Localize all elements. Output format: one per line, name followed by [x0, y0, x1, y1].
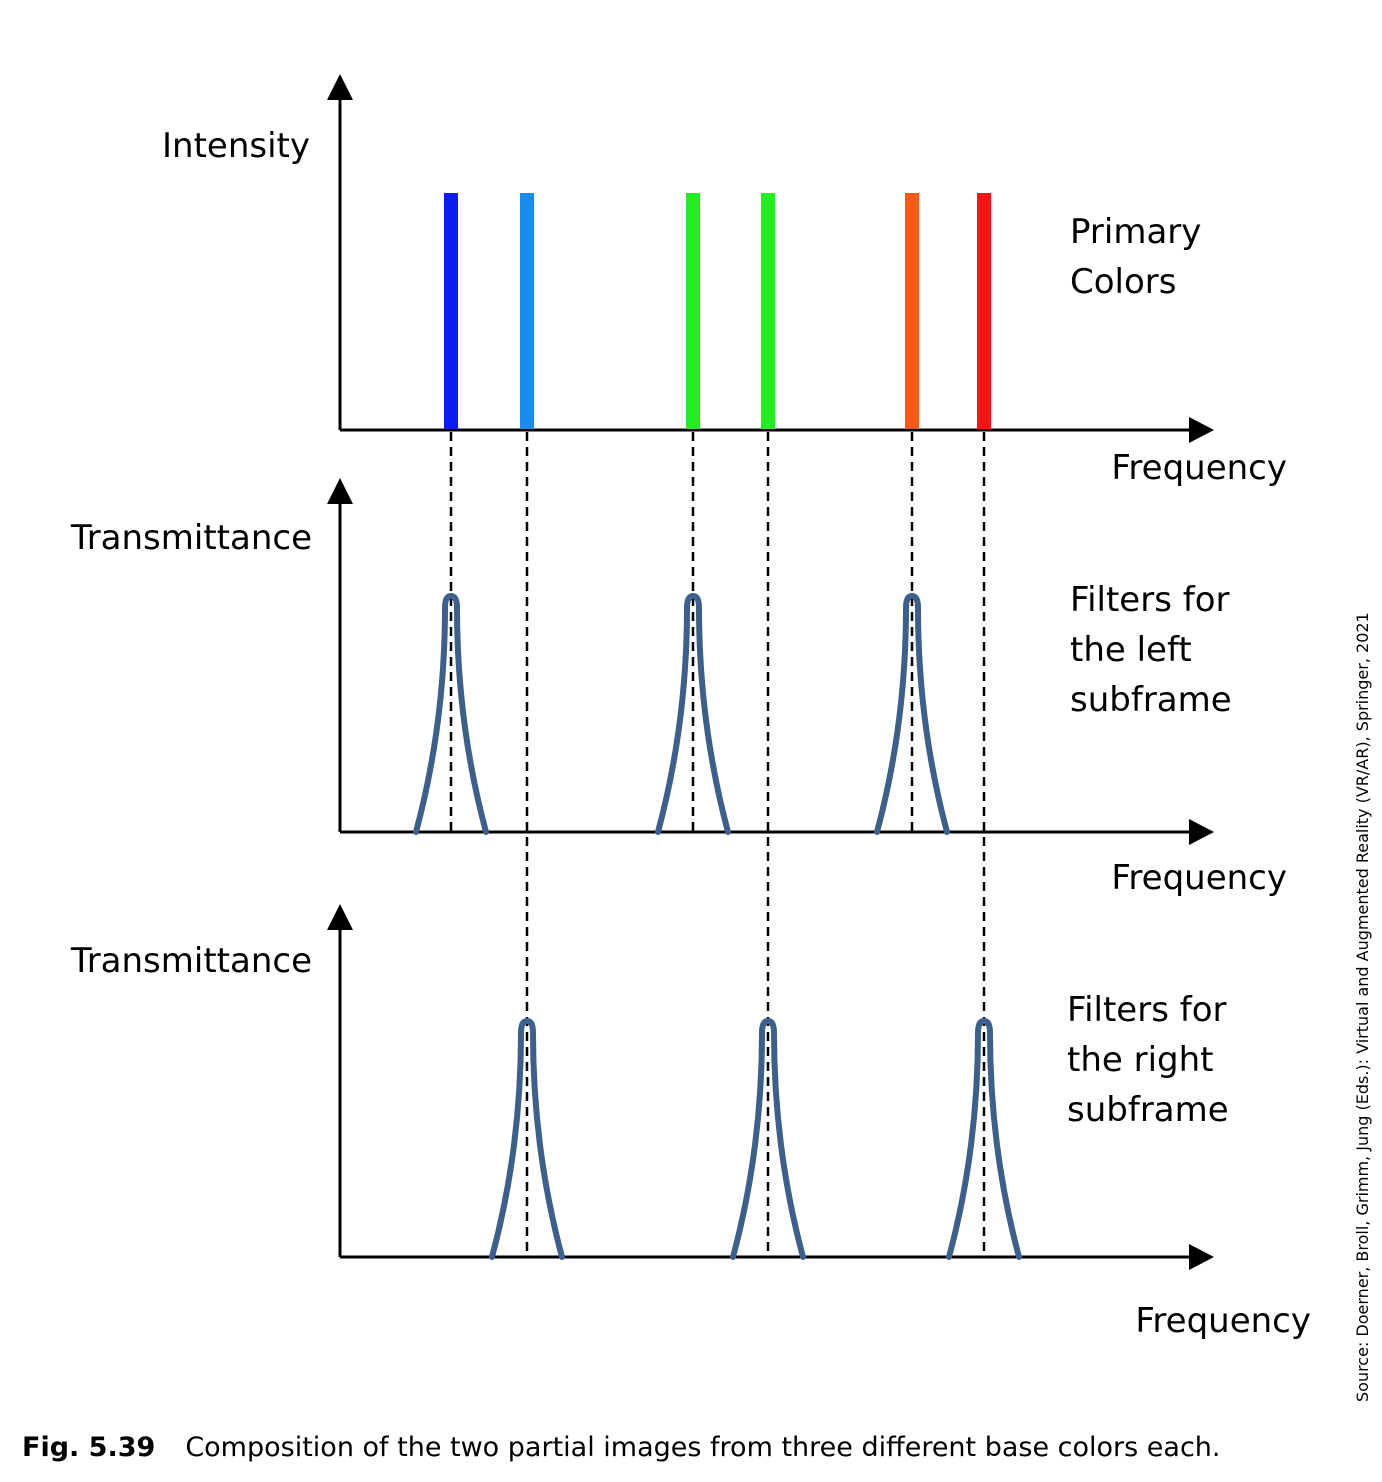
y-axis-label: Intensity — [162, 126, 310, 166]
panel-label-line: the right — [1067, 1040, 1214, 1080]
panel-label-line: the left — [1070, 630, 1192, 670]
y-axis-arrow — [327, 478, 353, 504]
panel-label-line: Filters for — [1067, 990, 1226, 1030]
figure-number: Fig. 5.39 — [22, 1432, 156, 1463]
x-axis-label: Frequency — [1111, 858, 1287, 898]
primary-line-green-2 — [761, 193, 775, 429]
panel-label-line: Colors — [1070, 262, 1176, 302]
filter-peak — [489, 1017, 565, 1260]
y-axis-label: Transmittance — [70, 518, 312, 558]
dashed-guides — [449, 432, 986, 1257]
x-axis-label: Frequency — [1135, 1301, 1311, 1341]
primary-color-lines — [444, 193, 991, 429]
y-axis-arrow — [327, 74, 353, 100]
panel-label-line: subframe — [1070, 680, 1232, 720]
filter-peak — [655, 592, 731, 835]
primary-line-green-1 — [686, 193, 700, 429]
right-filter-panel: Transmittance Frequency Filters for the … — [70, 904, 1311, 1341]
y-axis-label: Transmittance — [70, 941, 312, 981]
filter-peak — [413, 592, 489, 835]
left-filter-panel: Transmittance Frequency Filters for the … — [70, 478, 1287, 898]
right-filter-peaks — [489, 1017, 1022, 1260]
panel-label-line: subframe — [1067, 1090, 1229, 1130]
panel-label-line: Primary — [1070, 212, 1201, 252]
left-filter-peaks — [413, 592, 950, 835]
caption-text: Composition of the two partial images fr… — [185, 1432, 1221, 1463]
x-axis-arrow — [1189, 819, 1214, 845]
source-credit: Source: Doerner, Broll, Grimm, Jung (Eds… — [1353, 612, 1372, 1402]
x-axis-arrow — [1189, 417, 1214, 443]
y-axis-arrow — [327, 904, 353, 930]
primary-colors-panel: Intensity Frequency Primary Colors — [162, 74, 1287, 488]
filter-diagram: Intensity Frequency Primary Colors Trans… — [70, 74, 1372, 1402]
x-axis-label: Frequency — [1111, 448, 1287, 488]
primary-line-light-blue — [520, 193, 534, 429]
figure-caption: Fig. 5.39 Composition of the two partial … — [22, 1432, 1221, 1463]
filter-peak — [730, 1017, 806, 1260]
primary-line-red — [977, 193, 991, 429]
x-axis-arrow — [1189, 1244, 1214, 1270]
filter-peak — [874, 592, 950, 835]
filter-peak — [946, 1017, 1022, 1260]
primary-line-blue — [444, 193, 458, 429]
primary-line-orange — [905, 193, 919, 429]
panel-label-line: Filters for — [1070, 580, 1229, 620]
